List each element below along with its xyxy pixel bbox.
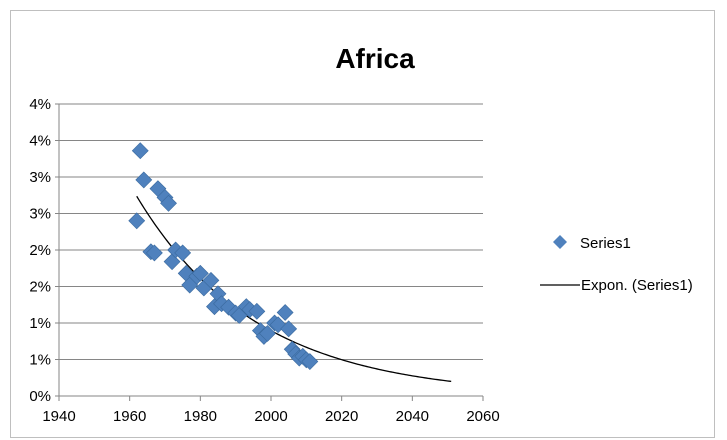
data-point (301, 353, 319, 370)
data-point (135, 171, 153, 189)
x-tick-label: 1960 (113, 408, 146, 425)
trendline (136, 195, 452, 383)
legend: Series1 Expon. (Series1) (540, 235, 693, 294)
legend-item-series1: Series1 (553, 235, 631, 252)
y-axis-ticks: 0% 1% 1% 2% 2% 3% 3% 4% 4% (29, 96, 59, 405)
data-point (128, 212, 146, 230)
data-points (128, 142, 319, 370)
x-tick-label: 1980 (184, 408, 217, 425)
x-axis-ticks: 1940 1960 1980 2000 2020 2040 2060 (42, 396, 500, 425)
data-point (160, 194, 177, 212)
x-tick-label: 2000 (254, 408, 287, 425)
chart-title: Africa (335, 43, 415, 74)
x-tick-label: 2020 (325, 408, 358, 425)
data-point (276, 304, 294, 321)
data-point (174, 244, 192, 262)
legend-item-trendline: Expon. (Series1) (540, 277, 693, 294)
legend-marker-diamond (553, 235, 567, 249)
legend-label-trendline: Expon. (Series1) (581, 277, 693, 294)
y-tick-label: 2% (29, 279, 51, 296)
y-tick-label: 0% (29, 388, 51, 405)
data-point (163, 253, 181, 271)
x-tick-label: 1940 (42, 408, 75, 425)
y-tick-label: 1% (29, 352, 51, 369)
data-point (145, 244, 163, 262)
x-tick-label: 2060 (466, 408, 499, 425)
x-tick-label: 2040 (396, 408, 429, 425)
data-point (280, 320, 298, 338)
data-point (248, 302, 266, 320)
data-point (269, 316, 287, 334)
y-tick-label: 2% (29, 242, 51, 259)
data-point (259, 325, 276, 342)
trendline-layer (136, 195, 452, 383)
data-point (191, 264, 209, 282)
y-tick-label: 4% (29, 96, 51, 113)
y-tick-label: 3% (29, 169, 51, 186)
y-tick-label: 3% (29, 206, 51, 223)
y-tick-label: 4% (29, 133, 51, 150)
gridlines (59, 103, 483, 360)
chart-frame (10, 10, 715, 438)
axes (58, 104, 483, 397)
legend-label-series1: Series1 (580, 235, 631, 252)
data-point (131, 142, 149, 160)
data-point (202, 271, 220, 289)
y-tick-label: 1% (29, 315, 51, 332)
